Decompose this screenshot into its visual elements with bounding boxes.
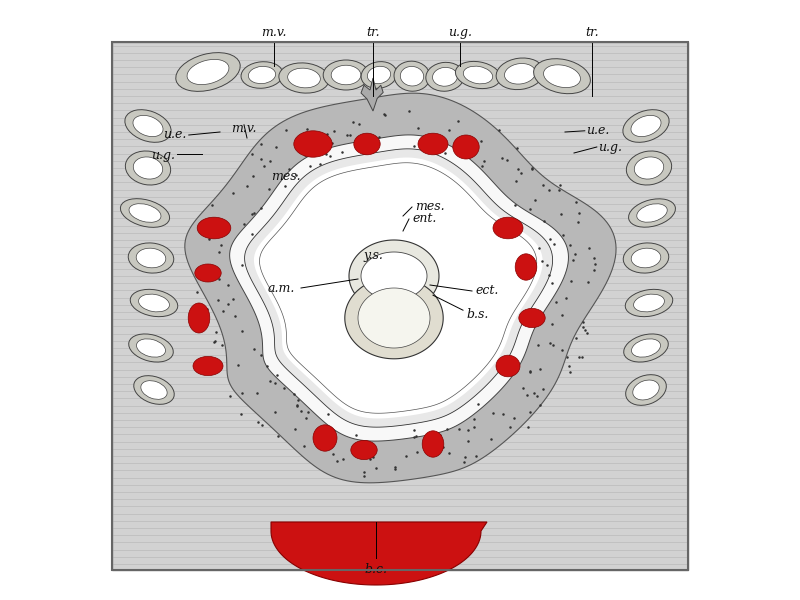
Ellipse shape (138, 294, 170, 312)
Text: m.v.: m.v. (231, 122, 257, 135)
Ellipse shape (634, 294, 665, 312)
Ellipse shape (629, 199, 675, 227)
Text: u.e.: u.e. (164, 128, 187, 142)
Ellipse shape (176, 53, 240, 91)
Text: u.g.: u.g. (448, 26, 472, 39)
Ellipse shape (631, 339, 661, 357)
Ellipse shape (631, 248, 661, 268)
Ellipse shape (187, 59, 229, 85)
Ellipse shape (418, 133, 448, 155)
Ellipse shape (400, 67, 424, 86)
Polygon shape (345, 277, 443, 359)
Text: b.c.: b.c. (365, 563, 387, 576)
Ellipse shape (125, 110, 171, 142)
Ellipse shape (463, 66, 493, 84)
Ellipse shape (137, 339, 166, 357)
Ellipse shape (133, 115, 163, 137)
Ellipse shape (136, 248, 166, 268)
Text: u.g.: u.g. (151, 149, 175, 163)
Ellipse shape (134, 376, 174, 404)
Ellipse shape (433, 67, 458, 86)
Text: b.s.: b.s. (466, 308, 488, 322)
Polygon shape (230, 135, 569, 441)
Ellipse shape (637, 204, 667, 222)
Ellipse shape (515, 254, 537, 280)
Polygon shape (271, 522, 487, 585)
Polygon shape (361, 78, 383, 111)
Ellipse shape (197, 217, 231, 239)
Polygon shape (254, 158, 542, 418)
Ellipse shape (505, 64, 535, 84)
Ellipse shape (493, 217, 523, 239)
Ellipse shape (350, 440, 378, 460)
Ellipse shape (453, 135, 479, 159)
Ellipse shape (129, 203, 161, 223)
Ellipse shape (129, 334, 174, 362)
Ellipse shape (626, 151, 672, 185)
Ellipse shape (623, 243, 669, 273)
Ellipse shape (188, 303, 210, 333)
Ellipse shape (128, 243, 174, 273)
Ellipse shape (354, 133, 380, 155)
Polygon shape (361, 252, 427, 300)
Ellipse shape (496, 58, 544, 89)
Ellipse shape (361, 62, 397, 88)
Polygon shape (349, 240, 439, 312)
Ellipse shape (126, 151, 170, 185)
Ellipse shape (624, 334, 668, 362)
Ellipse shape (241, 62, 283, 88)
Ellipse shape (455, 61, 501, 89)
Ellipse shape (134, 157, 162, 179)
Ellipse shape (394, 61, 430, 91)
Ellipse shape (288, 68, 320, 88)
Ellipse shape (294, 131, 332, 157)
Polygon shape (259, 163, 537, 413)
Ellipse shape (313, 425, 337, 451)
Ellipse shape (634, 157, 664, 179)
Ellipse shape (248, 67, 276, 83)
Ellipse shape (626, 289, 673, 317)
Ellipse shape (534, 59, 590, 94)
Text: a.m.: a.m. (268, 281, 295, 295)
Polygon shape (185, 93, 616, 483)
Ellipse shape (121, 199, 170, 227)
Text: mes.: mes. (271, 170, 301, 184)
Ellipse shape (633, 380, 659, 400)
Text: ect.: ect. (475, 284, 498, 298)
Ellipse shape (193, 356, 223, 376)
Ellipse shape (195, 264, 221, 282)
Ellipse shape (426, 62, 464, 91)
Polygon shape (245, 149, 553, 427)
Ellipse shape (367, 67, 390, 83)
Ellipse shape (626, 374, 666, 406)
Ellipse shape (331, 65, 361, 85)
Text: tr.: tr. (366, 26, 380, 39)
Ellipse shape (130, 289, 178, 317)
Polygon shape (358, 288, 430, 348)
Text: u.e.: u.e. (586, 124, 610, 137)
Text: m.v.: m.v. (262, 26, 286, 39)
Text: u.g.: u.g. (598, 140, 622, 154)
Ellipse shape (279, 63, 329, 93)
Text: y.s.: y.s. (363, 248, 383, 262)
Ellipse shape (543, 65, 581, 88)
FancyBboxPatch shape (112, 42, 688, 570)
Ellipse shape (323, 60, 369, 90)
Text: tr.: tr. (585, 26, 599, 39)
Ellipse shape (631, 115, 661, 137)
Ellipse shape (496, 355, 520, 377)
Ellipse shape (141, 380, 167, 400)
Text: mes.: mes. (415, 200, 445, 214)
Ellipse shape (518, 308, 546, 328)
Ellipse shape (623, 110, 669, 142)
Ellipse shape (422, 431, 444, 457)
Text: ent.: ent. (412, 212, 436, 226)
